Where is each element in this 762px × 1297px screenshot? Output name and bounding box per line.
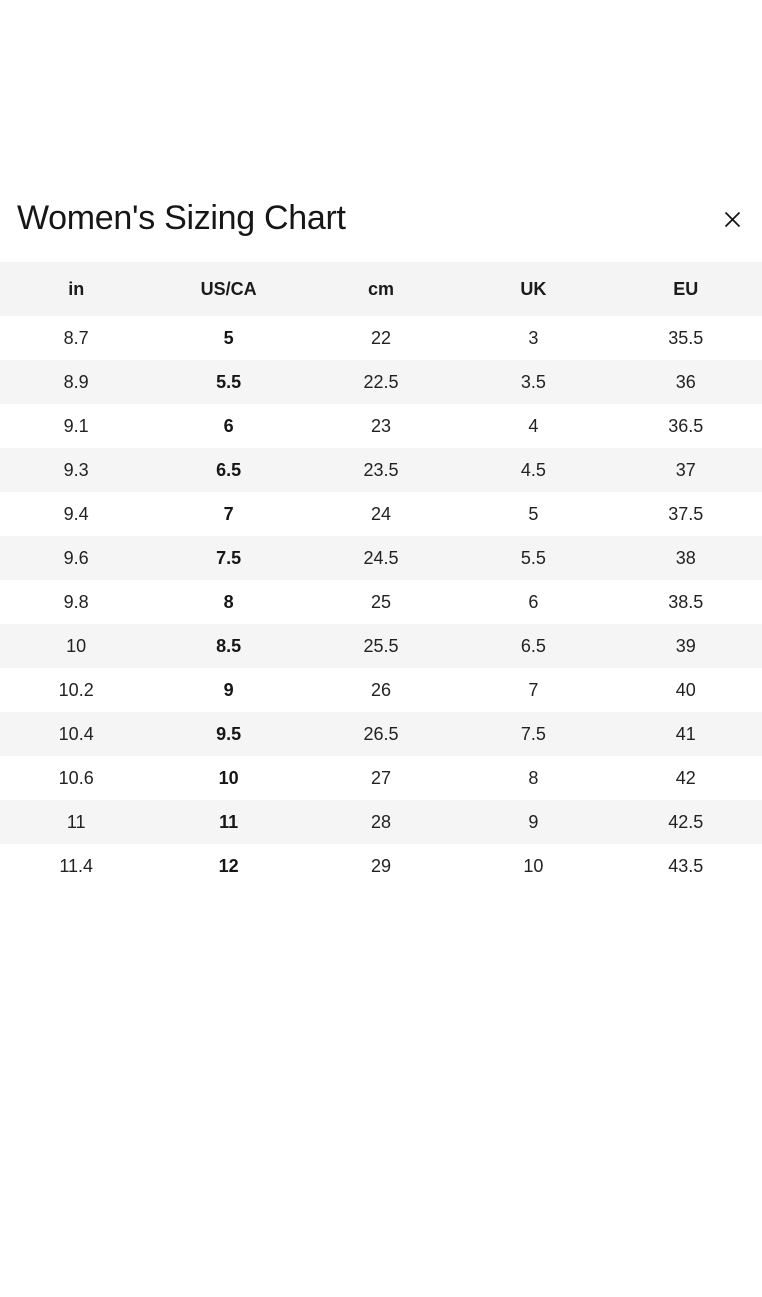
- table-cell: 26: [370, 679, 391, 700]
- table-cell: 5.5: [152, 360, 305, 404]
- column-header-uk: UK: [457, 262, 610, 316]
- table-cell: 11: [152, 800, 305, 844]
- table-cell: 9.3: [0, 448, 153, 492]
- table-cell: 27: [370, 767, 391, 788]
- table-cell: 10: [0, 624, 153, 668]
- table-cell: 4: [528, 415, 539, 436]
- table-cell: 9.5: [152, 712, 305, 756]
- table-cell: 11: [0, 800, 153, 844]
- table-cell: 10: [218, 767, 239, 788]
- table-cell: 9.1: [63, 415, 89, 436]
- table-cell: 10.4: [0, 712, 153, 756]
- close-icon: [723, 210, 742, 229]
- table-cell: 36: [609, 360, 762, 404]
- table-cell: 22.5: [304, 360, 458, 404]
- table-cell: 37.5: [668, 503, 704, 524]
- table-cell: 23.5: [304, 448, 458, 492]
- table-cell: 41: [609, 712, 762, 756]
- table-cell: 10.2: [58, 679, 94, 700]
- table-cell: 9.8: [63, 591, 89, 612]
- table-cell: 35.5: [668, 327, 704, 348]
- table-row: 9.6 7.5 24.5 5.5 38: [0, 536, 762, 580]
- table-cell: 5.5: [457, 536, 610, 580]
- page-title: Women's Sizing Chart: [17, 199, 346, 238]
- table-row: 9.1 6 23 4 36.5: [0, 404, 762, 448]
- table-row: 10.4 9.5 26.5 7.5 41: [0, 712, 762, 756]
- table-row: 9.8 8 25 6 38.5: [0, 580, 762, 624]
- table-cell: 7.5: [457, 712, 610, 756]
- table-cell: 24: [370, 503, 391, 524]
- sizing-table-body: 8.7 5 22 3 35.5 8.9 5.5 22.5 3.5 36 9.1 6 23 4 36.5 9.3…: [0, 316, 762, 888]
- table-cell: 9: [457, 800, 610, 844]
- table-row: 10.2 9 26 7 40: [0, 668, 762, 712]
- column-header-cm: cm: [304, 262, 458, 316]
- table-cell: 7.5: [152, 536, 305, 580]
- table-cell: 12: [218, 855, 239, 876]
- sizing-table-head-row: in US/CA cm UK EU: [0, 262, 762, 316]
- table-cell: 9.6: [0, 536, 153, 580]
- table-row: 9.4 7 24 5 37.5: [0, 492, 762, 536]
- table-row: 10 8.5 25.5 6.5 39: [0, 624, 762, 668]
- table-cell: 11.4: [59, 855, 94, 876]
- table-cell: 5: [223, 327, 234, 348]
- table-cell: 36.5: [668, 415, 704, 436]
- table-row: 9.3 6.5 23.5 4.5 37: [0, 448, 762, 492]
- table-cell: 3.5: [457, 360, 610, 404]
- table-cell: 6.5: [152, 448, 305, 492]
- table-cell: 42: [675, 767, 696, 788]
- table-row: 10.6 10 27 8 42: [0, 756, 762, 800]
- table-cell: 25.5: [304, 624, 458, 668]
- sizing-table: in US/CA cm UK EU 8.7 5 22 3 35.5 8.9 5.5 22.5 3.5 36…: [0, 262, 762, 888]
- table-cell: 43.5: [668, 855, 704, 876]
- column-header-eu: EU: [609, 262, 762, 316]
- table-cell: 6.5: [457, 624, 610, 668]
- column-header-in: in: [0, 262, 153, 316]
- table-cell: 8: [528, 767, 539, 788]
- table-cell: 29: [370, 855, 391, 876]
- table-row: 11 11 28 9 42.5: [0, 800, 762, 844]
- table-row: 11.4 12 29 10 43.5: [0, 844, 762, 888]
- table-cell: 9: [223, 679, 234, 700]
- table-cell: 26.5: [304, 712, 458, 756]
- table-cell: 10.6: [58, 767, 94, 788]
- table-cell: 7: [528, 679, 539, 700]
- close-button[interactable]: [720, 207, 744, 231]
- table-cell: 7: [223, 503, 234, 524]
- table-cell: 8.5: [152, 624, 305, 668]
- table-cell: 42.5: [609, 800, 762, 844]
- table-cell: 6: [223, 415, 234, 436]
- table-cell: 4.5: [457, 448, 610, 492]
- table-cell: 39: [609, 624, 762, 668]
- table-cell: 3: [528, 327, 539, 348]
- table-cell: 23: [370, 415, 391, 436]
- table-cell: 8: [223, 591, 234, 612]
- table-cell: 40: [675, 679, 696, 700]
- table-cell: 37: [609, 448, 762, 492]
- table-cell: 38: [609, 536, 762, 580]
- table-cell: 25: [370, 591, 391, 612]
- table-row: 8.9 5.5 22.5 3.5 36: [0, 360, 762, 404]
- table-cell: 38.5: [668, 591, 704, 612]
- column-header-us-ca: US/CA: [152, 262, 305, 316]
- table-cell: 5: [528, 503, 539, 524]
- table-cell: 8.9: [0, 360, 153, 404]
- table-cell: 28: [304, 800, 458, 844]
- sizing-table-head: in US/CA cm UK EU: [0, 262, 762, 316]
- table-row: 8.7 5 22 3 35.5: [0, 316, 762, 360]
- table-cell: 24.5: [304, 536, 458, 580]
- modal-header: Women's Sizing Chart: [0, 197, 762, 241]
- table-cell: 6: [528, 591, 539, 612]
- table-cell: 10: [523, 855, 544, 876]
- table-cell: 22: [370, 327, 391, 348]
- table-cell: 8.7: [63, 327, 89, 348]
- table-cell: 9.4: [63, 503, 89, 524]
